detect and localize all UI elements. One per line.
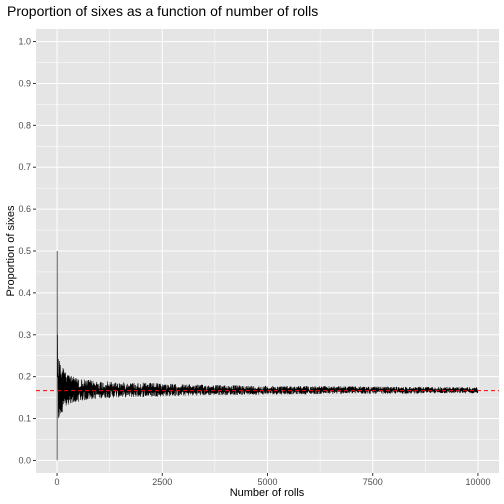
data-layer [56, 250, 479, 461]
y-tick-label: 0.0 [18, 455, 31, 465]
x-tick-label: 5000 [257, 477, 277, 487]
axis-ticks: 0.0 0.1 0.2 0.3 0.4 0.5 0.6 0.7 0.8 0.9 1.0 0 2500 50… [18, 37, 490, 487]
y-tick-label: 0.4 [18, 288, 31, 298]
y-tick-label: 0.8 [18, 120, 31, 130]
x-tick-label: 0 [55, 477, 60, 487]
y-tick-label: 0.3 [18, 330, 31, 340]
y-tick-label: 0.6 [18, 204, 31, 214]
series-line [56, 250, 479, 461]
x-tick-label: 2500 [152, 477, 172, 487]
y-tick-label: 1.0 [18, 37, 31, 47]
x-tick-label: 7500 [363, 477, 383, 487]
y-tick-label: 0.1 [18, 414, 31, 424]
y-tick-label: 0.2 [18, 372, 31, 382]
y-tick-label: 0.5 [18, 246, 31, 256]
y-tick-label: 0.7 [18, 162, 31, 172]
y-axis-label: Proportion of sixes [5, 205, 17, 297]
chart-title: Proportion of sixes as a function of num… [7, 3, 318, 19]
y-tick-label: 0.9 [18, 78, 31, 88]
x-axis-label: Number of rolls [230, 487, 305, 499]
x-tick-label: 10000 [465, 477, 490, 487]
